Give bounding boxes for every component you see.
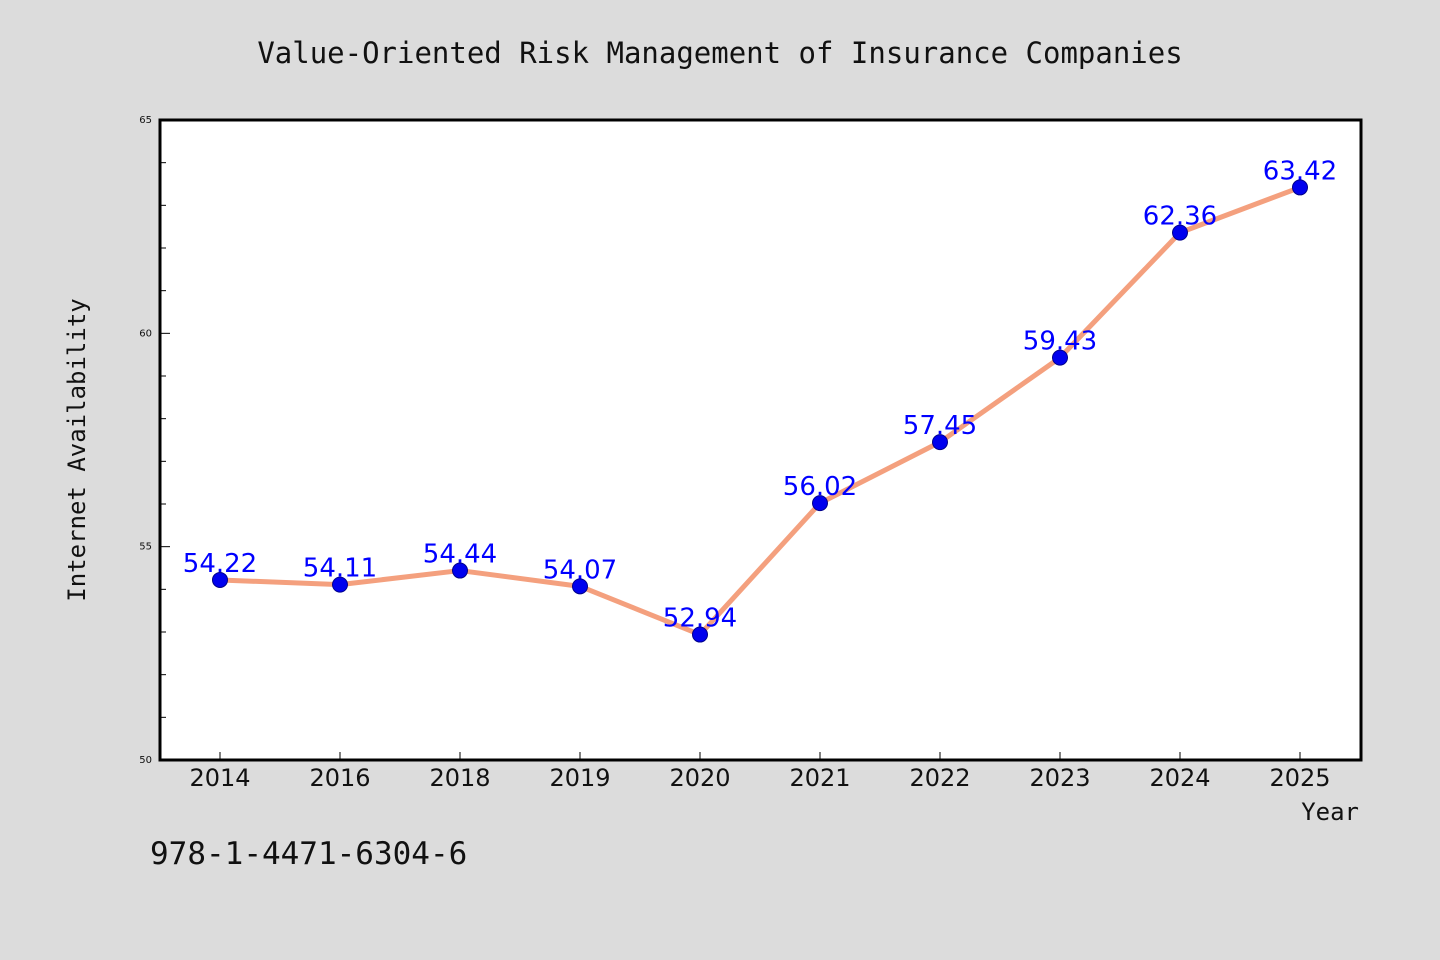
series-line — [217, 184, 1303, 638]
data-label: 52.94 — [663, 604, 737, 634]
data-labels-group: 54.22 54.11 54.44 54.07 52.94 56.02 57.45 59.43… — [183, 156, 1337, 633]
x-axis-label: Year — [1301, 798, 1359, 826]
data-point — [932, 434, 948, 451]
data-point — [212, 571, 228, 588]
data-point — [1172, 224, 1188, 241]
data-label: 54.22 — [183, 549, 257, 579]
x-tick-label: 2022 — [909, 764, 970, 792]
chart-title: Value-Oriented Risk Management of Insura… — [257, 36, 1182, 70]
x-tick-label: 2020 — [669, 764, 730, 792]
data-point — [1052, 349, 1068, 366]
x-axis: 2014 2016 2018 2019 2020 2021 2022 2023 2024 2025 — [189, 752, 1331, 792]
data-point — [332, 576, 348, 593]
y-tick-label: 65 — [139, 115, 152, 126]
data-label: 63.42 — [1263, 156, 1337, 186]
x-tick-label: 2025 — [1269, 764, 1330, 792]
data-point — [572, 578, 588, 595]
x-tick-label: 2021 — [789, 764, 850, 792]
series-line-group — [212, 179, 1308, 643]
data-point — [692, 626, 708, 643]
isbn-annotation: 978-1-4471-6304-6 — [150, 836, 467, 872]
data-label: 54.07 — [543, 555, 617, 585]
data-point — [452, 562, 468, 579]
x-tick-label: 2016 — [309, 764, 370, 792]
x-tick-label: 2024 — [1149, 764, 1210, 792]
data-label: 56.02 — [783, 472, 857, 502]
y-tick-label: 55 — [139, 542, 152, 553]
x-tick-label: 2018 — [429, 764, 490, 792]
y-tick-label: 60 — [139, 328, 152, 339]
y-tick-label: 50 — [139, 755, 152, 766]
x-tick-label: 2023 — [1029, 764, 1090, 792]
data-label: 57.45 — [903, 411, 977, 441]
x-tick-label: 2019 — [549, 764, 610, 792]
data-label: 59.43 — [1023, 327, 1097, 357]
data-label: 62.36 — [1143, 202, 1217, 232]
plot-area — [158, 118, 1363, 762]
data-point — [1292, 179, 1308, 196]
y-axis-label: Internet Availability — [63, 298, 91, 601]
y-axis: 50 55 60 65 — [139, 115, 170, 766]
data-label: 54.44 — [423, 540, 497, 570]
x-tick-label: 2014 — [189, 764, 250, 792]
data-label: 54.11 — [303, 554, 377, 584]
data-point — [812, 495, 828, 512]
